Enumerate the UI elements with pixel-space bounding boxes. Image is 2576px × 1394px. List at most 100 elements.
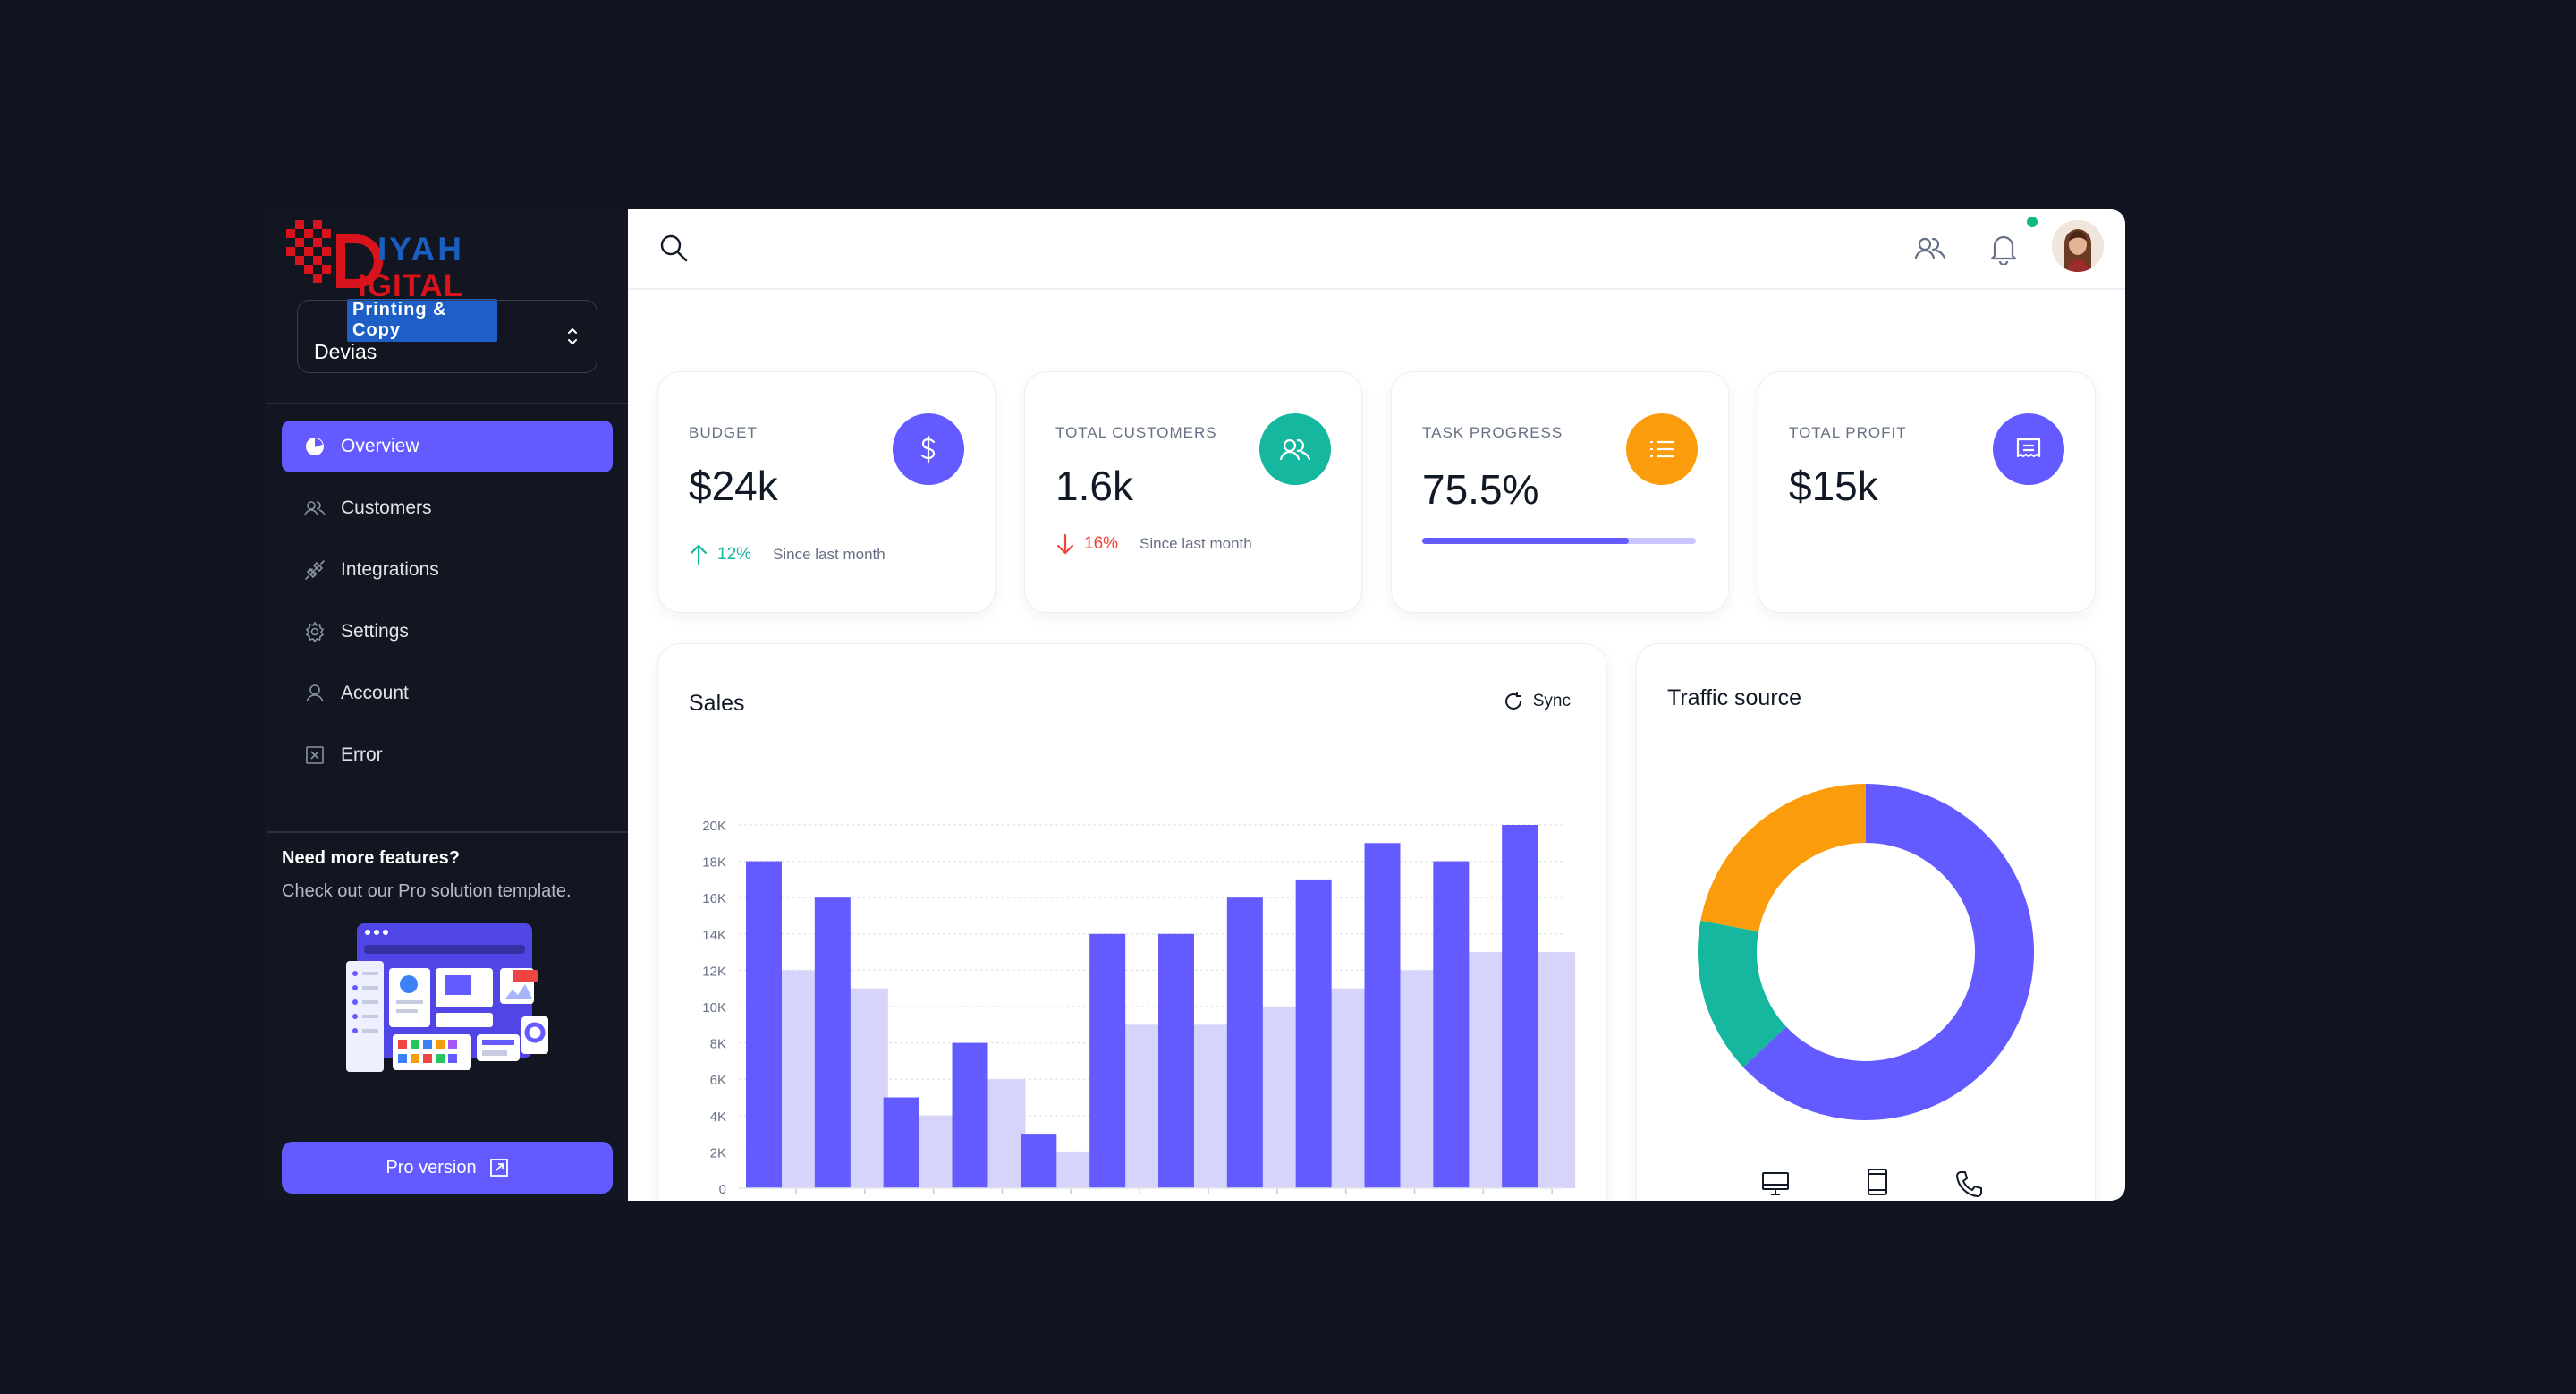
sidebar-item-integrations[interactable]: Integrations [282, 544, 613, 596]
sidebar-item-label: Overview [341, 436, 419, 456]
sidebar-nav: Overview Customers Integrations Settings… [282, 421, 613, 791]
chevron-up-down-icon [568, 328, 577, 344]
budget-trend-since: Since last month [773, 546, 886, 563]
bar-last-year [1467, 952, 1507, 1188]
sidebar-item-error[interactable]: Error [282, 729, 613, 781]
desktop-icon [1762, 1172, 1789, 1195]
budget-trend: 12% Since last month [689, 544, 886, 565]
gear-icon [303, 620, 326, 643]
customers-trend-since: Since last month [1140, 535, 1252, 552]
y-tick-label: 0 [719, 1182, 726, 1197]
bar-last-year [1055, 1152, 1095, 1188]
profit-label: TOTAL PROFIT [1789, 424, 1907, 441]
customers-trend-value: 16% [1084, 534, 1119, 553]
bar-last-year [1192, 1024, 1232, 1188]
sidebar-divider [267, 403, 628, 404]
arrow-down-icon [1056, 533, 1074, 555]
users-icon [303, 497, 326, 520]
y-tick-label: 16K [702, 891, 726, 906]
tablet-icon [1868, 1169, 1887, 1195]
plugs-icon [303, 558, 326, 582]
bar-last-year [848, 988, 888, 1188]
bar-this-year [1433, 861, 1470, 1188]
notification-badge [2027, 217, 2038, 227]
bar-last-year [917, 1115, 957, 1188]
bar-this-year [814, 897, 851, 1188]
sidebar-item-settings[interactable]: Settings [282, 606, 613, 658]
avatar-photo [2052, 220, 2104, 272]
traffic-device-legend [1637, 1163, 2095, 1199]
sales-bar-chart: 0 2K 4K 6K 8K 10K 12K 14K 16K 18K 20K [702, 819, 1576, 1197]
y-tick-label: 6K [710, 1073, 726, 1088]
sidebar-item-account[interactable]: Account [282, 667, 613, 719]
y-tick-label: 4K [710, 1109, 726, 1125]
bar-last-year [780, 970, 819, 1188]
sales-card: Sales Sync 0 2K 4K 6K 8K 10K 12K 14K 16K 18K 20K [658, 644, 1606, 1201]
company-logo[interactable]: IYAH IGITAL Printing & Copy [286, 215, 497, 342]
pro-version-button[interactable]: Pro version [282, 1142, 613, 1194]
sidebar-divider [267, 831, 628, 833]
dashboard-illustration [346, 923, 548, 1072]
task-progress-card: TASK PROGRESS 75.5% [1392, 372, 1728, 612]
profit-value: $15k [1789, 463, 1878, 509]
bar-this-year [1295, 879, 1332, 1188]
arrow-up-icon [690, 544, 708, 565]
user-icon [303, 682, 326, 705]
list-bullets-icon [1626, 413, 1698, 485]
donut-slice [1742, 784, 2034, 1120]
sidebar-item-customers[interactable]: Customers [282, 482, 613, 534]
users-icon [1259, 413, 1331, 485]
bar-last-year [1329, 988, 1369, 1188]
profit-card: TOTAL PROFIT $15k [1758, 372, 2095, 612]
y-tick-label: 20K [702, 819, 726, 834]
workspace-name: Devias [314, 340, 377, 363]
currency-dollar-icon [893, 413, 964, 485]
task-progress-bar [1422, 538, 1696, 544]
search-icon[interactable] [658, 233, 689, 263]
workspace-switcher[interactable]: Devias [297, 300, 597, 373]
bell-icon[interactable] [1989, 233, 2018, 265]
task-progress-label: TASK PROGRESS [1422, 424, 1563, 441]
sync-label: Sync [1532, 692, 1571, 710]
sidebar-item-label: Customers [341, 497, 432, 518]
bar-this-year [1089, 933, 1126, 1188]
promo-title: Need more features? [282, 848, 460, 868]
budget-trend-value: 12% [717, 545, 752, 564]
bar-last-year [1536, 952, 1576, 1188]
top-bar [628, 209, 2125, 290]
bar-last-year [1123, 1024, 1164, 1188]
main-content: BUDGET $24k 12% Since last month TOTAL C… [628, 209, 2125, 1201]
bar-this-year [883, 1097, 919, 1188]
x-square-icon [303, 744, 326, 767]
bar-last-year [1260, 1007, 1301, 1188]
traffic-donut-chart [1698, 784, 2034, 1120]
bar-last-year [986, 1079, 1026, 1188]
bar-this-year [1158, 933, 1194, 1188]
avatar[interactable] [2052, 220, 2104, 272]
logo-subtitle: Printing & Copy [347, 299, 497, 342]
logo-line-2: IGITAL [358, 268, 464, 303]
customers-value: 1.6k [1055, 463, 1133, 509]
bar-this-year [1502, 825, 1538, 1188]
customers-label: TOTAL CUSTOMERS [1055, 424, 1217, 441]
bar-this-year [1021, 1134, 1057, 1188]
promo-section: Need more features? Check out our Pro so… [282, 848, 613, 1072]
y-tick-label: 8K [710, 1037, 726, 1052]
donut-slice [1700, 784, 1866, 932]
customers-card: TOTAL CUSTOMERS 1.6k 16% Since last mont… [1025, 372, 1361, 612]
promo-subtitle: Check out our Pro solution template. [282, 881, 572, 901]
bar-this-year [952, 1042, 988, 1188]
refresh-icon [1504, 692, 1521, 710]
bar-last-year [1398, 970, 1438, 1188]
sidebar-item-overview[interactable]: Overview [282, 421, 613, 472]
sidebar-item-label: Integrations [341, 559, 439, 580]
y-tick-label: 10K [702, 1000, 726, 1016]
bar-this-year [1364, 843, 1401, 1188]
external-link-icon [489, 1159, 508, 1177]
users-icon[interactable] [1914, 234, 1946, 261]
budget-card: BUDGET $24k 12% Since last month [658, 372, 995, 612]
bar-this-year [1226, 897, 1263, 1188]
sync-button[interactable]: Sync [1503, 691, 1571, 712]
traffic-card: Traffic source [1637, 644, 2095, 1201]
y-tick-label: 18K [702, 855, 726, 871]
